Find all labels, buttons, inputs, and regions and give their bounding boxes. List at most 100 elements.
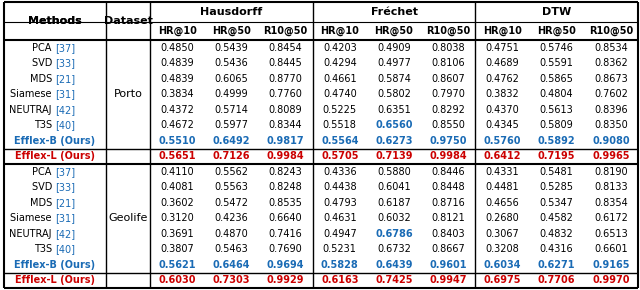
- Text: 0.3067: 0.3067: [486, 229, 519, 239]
- Text: 0.9965: 0.9965: [592, 151, 630, 161]
- Text: 0.6041: 0.6041: [377, 182, 411, 192]
- Text: 0.3120: 0.3120: [160, 213, 194, 223]
- Text: 0.4672: 0.4672: [160, 120, 194, 130]
- Text: 0.4762: 0.4762: [486, 74, 520, 84]
- Text: NEUTRAJ: NEUTRAJ: [10, 105, 55, 115]
- Text: 0.8354: 0.8354: [594, 198, 628, 208]
- Text: Efflex-B (Ours): Efflex-B (Ours): [15, 136, 95, 146]
- Text: 0.8550: 0.8550: [431, 120, 465, 130]
- Text: 0.3691: 0.3691: [160, 229, 194, 239]
- Text: 0.4751: 0.4751: [486, 43, 520, 53]
- Text: 0.5481: 0.5481: [540, 167, 573, 177]
- Text: Fréchet: Fréchet: [371, 7, 417, 17]
- Text: 0.7706: 0.7706: [538, 275, 575, 285]
- Text: 0.8106: 0.8106: [431, 58, 465, 68]
- Text: 0.8445: 0.8445: [269, 58, 303, 68]
- Text: Hausdorff: Hausdorff: [200, 7, 262, 17]
- Text: 0.9165: 0.9165: [592, 260, 630, 270]
- Text: 0.4804: 0.4804: [540, 89, 573, 99]
- Text: 0.3208: 0.3208: [486, 244, 519, 254]
- Text: 0.8716: 0.8716: [431, 198, 465, 208]
- Text: 0.4081: 0.4081: [160, 182, 194, 192]
- Text: 0.4977: 0.4977: [377, 58, 411, 68]
- Text: 0.4661: 0.4661: [323, 74, 356, 84]
- Text: PCA: PCA: [33, 167, 55, 177]
- Text: 0.3602: 0.3602: [160, 198, 194, 208]
- Text: R10@50: R10@50: [589, 26, 633, 36]
- Text: 0.8667: 0.8667: [431, 244, 465, 254]
- Text: 0.5285: 0.5285: [540, 182, 573, 192]
- Text: 0.4947: 0.4947: [323, 229, 356, 239]
- Text: [31]: [31]: [55, 213, 75, 223]
- Text: T3S: T3S: [34, 120, 55, 130]
- Text: 0.6172: 0.6172: [594, 213, 628, 223]
- Text: 0.8362: 0.8362: [594, 58, 628, 68]
- Text: Efflex-L (Ours): Efflex-L (Ours): [15, 275, 95, 285]
- Text: 0.5562: 0.5562: [214, 167, 248, 177]
- Text: 0.5563: 0.5563: [214, 182, 248, 192]
- Text: 0.6786: 0.6786: [375, 229, 413, 239]
- Text: 0.4345: 0.4345: [486, 120, 519, 130]
- Text: 0.5892: 0.5892: [538, 136, 575, 146]
- Text: 0.4481: 0.4481: [486, 182, 519, 192]
- Text: 0.8454: 0.8454: [269, 43, 303, 53]
- Text: 0.5347: 0.5347: [540, 198, 573, 208]
- Text: 0.8350: 0.8350: [594, 120, 628, 130]
- Text: 0.5809: 0.5809: [540, 120, 573, 130]
- Text: 0.9947: 0.9947: [429, 275, 467, 285]
- Text: 0.6601: 0.6601: [594, 244, 628, 254]
- Text: 0.5802: 0.5802: [377, 89, 411, 99]
- Text: 0.8770: 0.8770: [269, 74, 303, 84]
- Text: 0.5746: 0.5746: [540, 43, 573, 53]
- Text: 0.4438: 0.4438: [323, 182, 356, 192]
- Text: 0.5225: 0.5225: [323, 105, 357, 115]
- Text: 0.9750: 0.9750: [429, 136, 467, 146]
- Text: 0.4331: 0.4331: [486, 167, 519, 177]
- Text: Efflex-B (Ours): Efflex-B (Ours): [15, 260, 95, 270]
- Text: [40]: [40]: [55, 120, 75, 130]
- Text: 0.8344: 0.8344: [269, 120, 302, 130]
- Text: 0.8446: 0.8446: [431, 167, 465, 177]
- Text: 0.8607: 0.8607: [431, 74, 465, 84]
- Text: 0.6351: 0.6351: [377, 105, 411, 115]
- Text: 0.7425: 0.7425: [375, 275, 413, 285]
- Text: 0.5651: 0.5651: [158, 151, 196, 161]
- Text: 0.8673: 0.8673: [594, 74, 628, 84]
- Text: [21]: [21]: [55, 74, 75, 84]
- Text: [37]: [37]: [55, 43, 75, 53]
- Text: 0.6065: 0.6065: [214, 74, 248, 84]
- Text: [33]: [33]: [55, 58, 75, 68]
- Text: SVD: SVD: [31, 182, 55, 192]
- Text: 0.5231: 0.5231: [323, 244, 356, 254]
- Text: 0.4832: 0.4832: [540, 229, 573, 239]
- Text: 0.5621: 0.5621: [158, 260, 196, 270]
- Text: 0.9984: 0.9984: [267, 151, 305, 161]
- Text: 0.4839: 0.4839: [160, 58, 194, 68]
- Text: Efflex-L (Ours): Efflex-L (Ours): [15, 151, 95, 161]
- Text: 0.3832: 0.3832: [486, 89, 519, 99]
- Text: 0.4740: 0.4740: [323, 89, 356, 99]
- Text: 0.4236: 0.4236: [214, 213, 248, 223]
- Text: NEUTRAJ: NEUTRAJ: [10, 229, 55, 239]
- Text: Methods: Methods: [28, 16, 82, 26]
- Text: 0.5705: 0.5705: [321, 151, 358, 161]
- Text: [21]: [21]: [55, 198, 75, 208]
- Text: 0.6273: 0.6273: [375, 136, 413, 146]
- Text: 0.5714: 0.5714: [214, 105, 248, 115]
- Text: R10@50: R10@50: [426, 26, 470, 36]
- Text: 0.8248: 0.8248: [269, 182, 303, 192]
- Text: MDS: MDS: [29, 74, 55, 84]
- Text: HR@10: HR@10: [321, 26, 359, 36]
- Text: 0.8403: 0.8403: [431, 229, 465, 239]
- Text: 0.8448: 0.8448: [431, 182, 465, 192]
- Text: 0.9694: 0.9694: [267, 260, 304, 270]
- Text: 0.5613: 0.5613: [540, 105, 573, 115]
- Text: 0.4689: 0.4689: [486, 58, 519, 68]
- Text: 0.6030: 0.6030: [158, 275, 196, 285]
- Text: 0.5977: 0.5977: [214, 120, 248, 130]
- Text: 0.4582: 0.4582: [540, 213, 573, 223]
- Text: 0.8133: 0.8133: [594, 182, 628, 192]
- Text: 0.4203: 0.4203: [323, 43, 356, 53]
- Text: 0.8243: 0.8243: [269, 167, 303, 177]
- Text: 0.6464: 0.6464: [212, 260, 250, 270]
